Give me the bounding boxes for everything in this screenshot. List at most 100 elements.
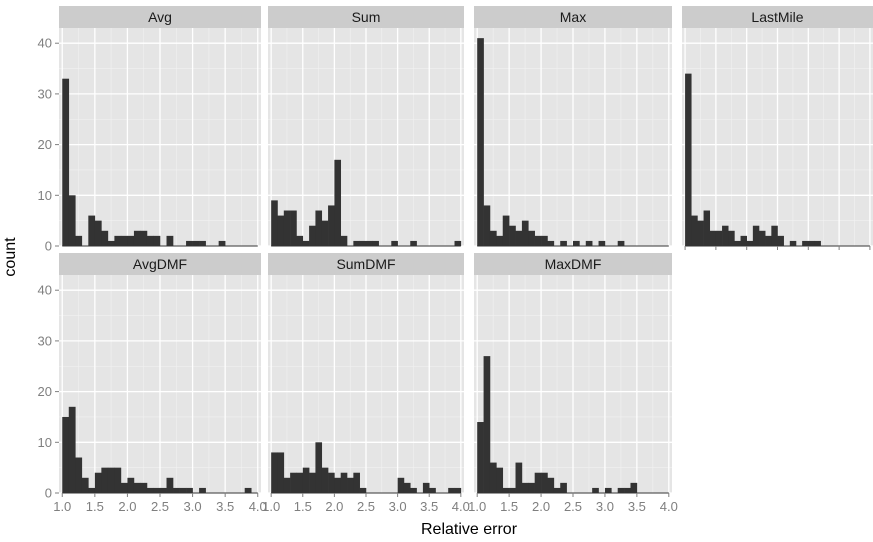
histogram-bar [296,235,304,246]
histogram-bar [624,487,631,493]
histogram-bar [728,230,735,246]
histogram-bar [199,240,206,246]
facet-strip-label: Sum [352,9,381,25]
histogram-bar [107,467,115,493]
histogram-bar [397,477,405,493]
histogram-bar [94,472,102,493]
histogram-bar [715,230,723,246]
histogram-bar [160,487,167,493]
histogram-bar [515,462,523,493]
histogram-bar [146,487,154,493]
y-tick-label: 0 [45,486,52,501]
x-tick-label: 3.0 [389,499,407,514]
histogram-bar [802,240,809,246]
y-tick-label: 30 [38,333,52,348]
y-tick-label: 0 [45,239,52,254]
y-tick-label: 30 [38,86,52,101]
histogram-bar [302,240,310,246]
histogram-bar [68,406,76,493]
histogram-bar [560,240,567,246]
x-tick-label: 3.0 [596,499,614,514]
x-tick-label: 3.0 [184,499,202,514]
x-tick-label: 4.0 [249,499,267,514]
facet-strip [268,6,464,28]
x-tick-label: 1.5 [500,499,518,514]
histogram-bar [477,422,484,493]
histogram-bar [808,240,815,246]
histogram-bar [218,240,226,246]
histogram-bar [290,472,297,493]
histogram-bar [422,482,430,493]
histogram-bar [521,220,529,246]
facet-strip [682,6,873,28]
histogram-bar [75,457,83,493]
histogram-bar [321,220,329,246]
histogram-bar [353,240,360,246]
histogram-bar [153,487,161,493]
histogram-bar [454,487,462,493]
histogram-bar [309,225,316,246]
histogram-bar [604,487,612,493]
facet-strip [474,6,672,28]
facet-strip-label: SumDMF [336,256,395,272]
histogram-bar [372,240,379,246]
histogram-bar [541,472,548,493]
x-tick-label: 4.0 [660,499,678,514]
histogram-bar [146,235,154,246]
x-tick-label: 2.0 [532,499,550,514]
histogram-bar [617,487,625,493]
histogram-bar [347,477,354,493]
x-tick-label: 1.0 [53,499,71,514]
histogram-bar [777,235,784,246]
histogram-bar [528,482,535,493]
histogram-bar [703,210,711,246]
histogram-bar [759,230,766,246]
histogram-bar [746,240,754,246]
y-tick-label: 20 [38,137,52,152]
histogram-bar [528,230,535,246]
histogram-bar [315,442,323,493]
histogram-bar [107,240,115,246]
histogram-bar [309,472,316,493]
facet-panel-avgdmf: AvgDMF 0 10 20 30 40 1.0 1.5 2.0 2.5 3.0 3.5 4.0 [38,253,267,514]
histogram-bar [366,240,373,246]
histogram-bar [81,477,89,493]
histogram-bar [410,240,417,246]
facet-strip-label: AvgDMF [133,256,187,272]
histogram-bar [477,38,484,247]
histogram-bar [101,230,109,246]
histogram-bar [296,472,304,493]
histogram-bar [429,487,436,493]
histogram-bar [691,215,698,246]
histogram-bar [573,240,580,246]
histogram-bar [771,225,778,246]
histogram-bar [521,482,529,493]
histogram-bar [489,230,497,246]
histogram-bar [547,240,555,246]
histogram-bar [133,230,141,246]
facet-strip-label: Avg [148,9,172,25]
histogram-bar [114,235,122,246]
histogram-bar [340,235,348,246]
histogram-bar [186,487,193,493]
histogram-bar [814,240,821,246]
histogram-bar [502,487,510,493]
histogram-bar [166,235,174,246]
histogram-bar [271,452,278,493]
histogram-bar [302,467,310,493]
histogram-bar [244,487,252,493]
histogram-bar [448,487,455,493]
facet-strip [268,253,464,275]
facet-strip-label: LastMile [751,9,803,25]
y-tick-label: 10 [38,188,52,203]
histogram-bar [598,240,606,246]
histogram-bar [199,487,206,493]
histogram-bar [617,240,625,246]
facet-strip [59,253,261,275]
x-tick-label: 3.5 [216,499,234,514]
histogram-bar [283,477,291,493]
facet-panel-sumdmf: SumDMF 1.0 1.5 2.0 2.5 3.0 3.5 4.0 [262,253,470,514]
histogram-bar [391,240,398,246]
histogram-bar [88,487,96,493]
y-tick-label: 20 [38,384,52,399]
